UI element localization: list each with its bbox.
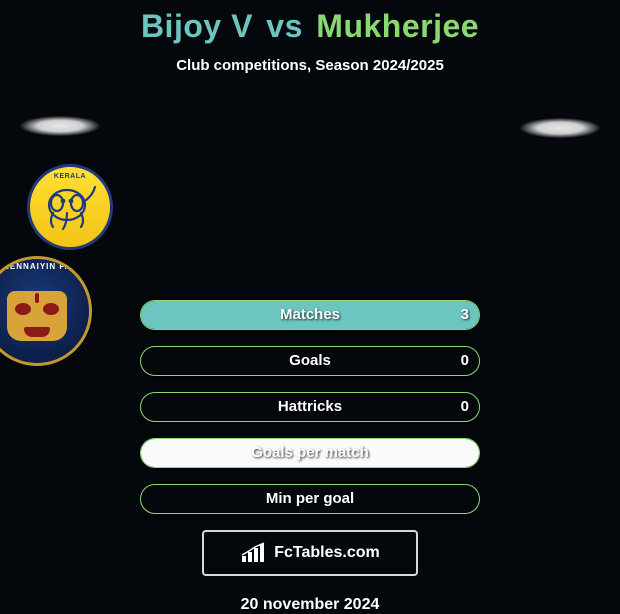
attribution-box: FcTables.com — [202, 530, 418, 576]
player2-club-label: CHENNAIYIN F.C. — [0, 262, 89, 271]
stat-bar: Goals per match — [140, 438, 480, 468]
stat-label: Hattricks — [141, 393, 479, 421]
stat-label: Min per goal — [141, 485, 479, 513]
snapshot-date: 20 november 2024 — [0, 596, 620, 614]
stat-bar: Goals0 — [140, 346, 480, 376]
player1-club-badge: KERALA — [27, 164, 113, 250]
stat-bars: Matches3Goals0Hattricks0Goals per matchM… — [140, 300, 480, 514]
stat-label: Goals per match — [141, 439, 479, 467]
stat-value: 3 — [461, 301, 469, 329]
attribution-text: FcTables.com — [274, 544, 380, 562]
player2-avatar-placeholder — [520, 118, 600, 138]
player1-name: Bijoy V — [141, 8, 253, 44]
vs-separator: vs — [266, 8, 303, 44]
stat-bar: Hattricks0 — [140, 392, 480, 422]
player1-avatar-placeholder — [20, 116, 100, 136]
stat-bar: Min per goal — [140, 484, 480, 514]
comparison-content: KERALA CHENNAIYIN F.C. Matches3Goals0Hat… — [0, 104, 620, 614]
elephant-icon — [43, 183, 97, 231]
player1-club-label: KERALA — [30, 173, 110, 180]
stat-value: 0 — [461, 347, 469, 375]
comparison-title: Bijoy V vs Mukherjee — [0, 0, 620, 45]
stat-bar: Matches3 — [140, 300, 480, 330]
player2-name: Mukherjee — [316, 8, 479, 44]
stat-value: 0 — [461, 393, 469, 421]
mask-icon — [7, 291, 67, 341]
stat-label: Goals — [141, 347, 479, 375]
trophy-icon — [24, 256, 50, 259]
barchart-icon — [240, 542, 268, 564]
subtitle: Club competitions, Season 2024/2025 — [0, 57, 620, 74]
player2-club-badge: CHENNAIYIN F.C. — [0, 256, 92, 366]
stat-label: Matches — [141, 301, 479, 329]
